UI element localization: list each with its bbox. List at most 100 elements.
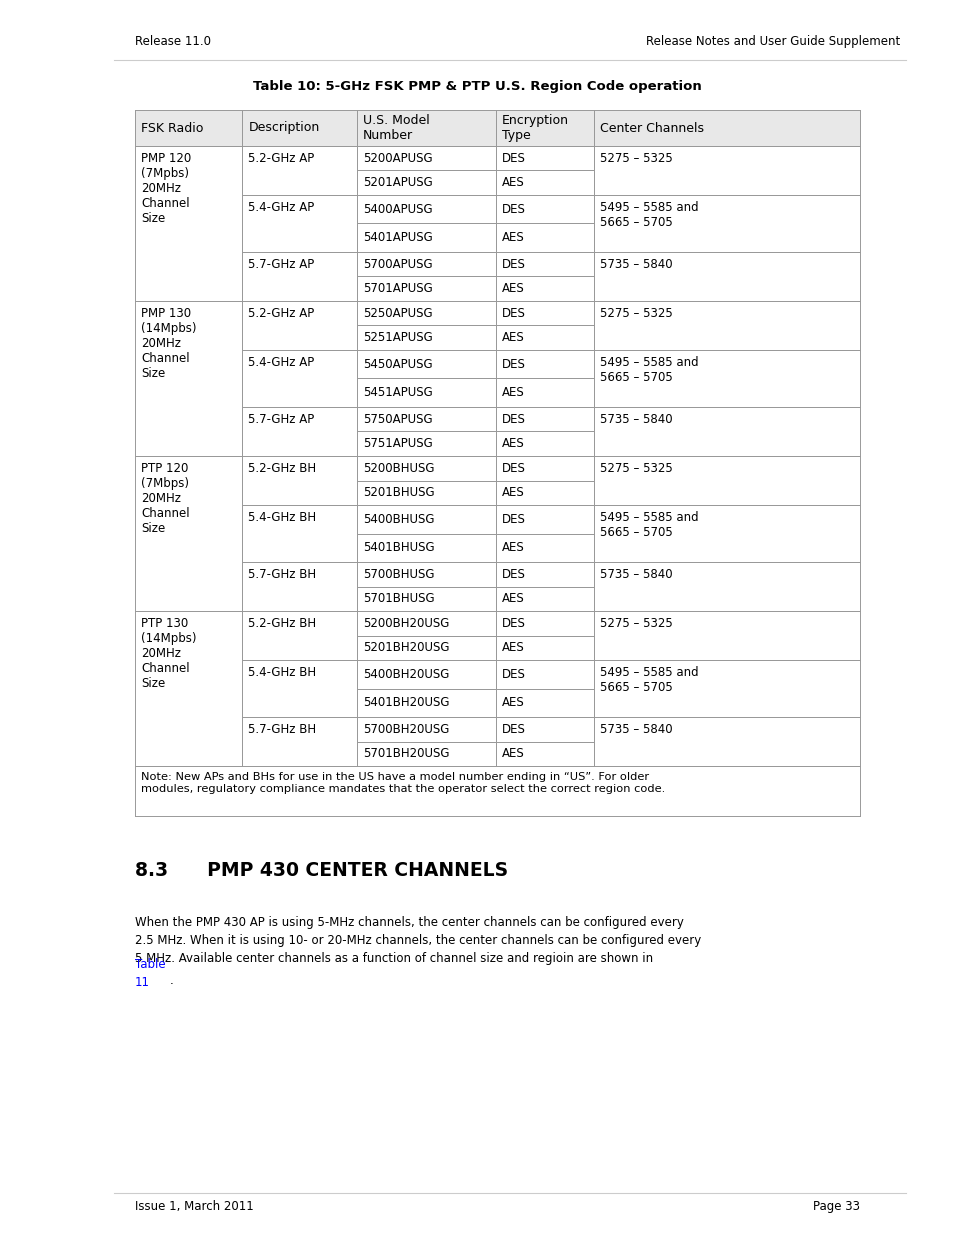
Bar <box>242 195 356 252</box>
Bar <box>594 456 859 505</box>
Text: DES: DES <box>501 203 525 216</box>
Bar <box>496 408 594 431</box>
Bar <box>594 505 859 562</box>
Bar <box>356 741 496 766</box>
Bar <box>496 611 594 636</box>
Bar <box>356 408 496 431</box>
Text: 5495 – 5585 and
5665 – 5705: 5495 – 5585 and 5665 – 5705 <box>599 356 698 384</box>
Bar <box>496 110 594 146</box>
Text: 5200BHUSG: 5200BHUSG <box>362 462 434 474</box>
Text: DES: DES <box>501 722 525 736</box>
Bar <box>242 110 356 146</box>
Text: 5275 – 5325: 5275 – 5325 <box>599 462 672 475</box>
Text: 5401APUSG: 5401APUSG <box>362 231 432 245</box>
Bar <box>356 110 496 146</box>
Text: AES: AES <box>501 747 524 761</box>
Text: 5735 – 5840: 5735 – 5840 <box>599 568 672 580</box>
Bar <box>242 562 356 611</box>
Text: 5750APUSG: 5750APUSG <box>362 412 432 426</box>
Bar <box>356 326 496 350</box>
Bar <box>496 252 594 277</box>
Bar <box>496 688 594 718</box>
Text: 5275 – 5325: 5275 – 5325 <box>599 152 672 165</box>
Bar <box>356 534 496 562</box>
Bar <box>594 301 859 350</box>
Bar <box>356 170 496 195</box>
Text: 5735 – 5840: 5735 – 5840 <box>599 412 672 426</box>
Bar <box>356 195 496 224</box>
Text: 5450APUSG: 5450APUSG <box>362 358 432 370</box>
Bar <box>356 378 496 408</box>
Bar <box>242 456 356 505</box>
Text: 5400APUSG: 5400APUSG <box>362 203 432 216</box>
Text: 5.2-GHz BH: 5.2-GHz BH <box>248 618 316 630</box>
Text: AES: AES <box>501 231 524 245</box>
Text: Table 10: 5-GHz FSK PMP & PTP U.S. Region Code operation: Table 10: 5-GHz FSK PMP & PTP U.S. Regio… <box>253 80 700 93</box>
Bar <box>242 408 356 456</box>
Text: Note: New APs and BHs for use in the US have a model number ending in “US”. For : Note: New APs and BHs for use in the US … <box>141 772 664 794</box>
Bar <box>594 562 859 611</box>
Bar <box>594 659 859 718</box>
Bar <box>496 301 594 326</box>
Bar <box>356 146 496 170</box>
Text: 5250APUSG: 5250APUSG <box>362 306 432 320</box>
Text: PTP 130
(14Mpbs)
20MHz
Channel
Size: PTP 130 (14Mpbs) 20MHz Channel Size <box>141 618 196 690</box>
Text: AES: AES <box>501 487 524 499</box>
Text: 5701APUSG: 5701APUSG <box>362 283 432 295</box>
Bar <box>356 562 496 587</box>
Bar <box>496 224 594 252</box>
Bar <box>242 252 356 301</box>
Text: Release Notes and User Guide Supplement: Release Notes and User Guide Supplement <box>645 35 899 48</box>
Text: DES: DES <box>501 358 525 370</box>
Text: 5495 – 5585 and
5665 – 5705: 5495 – 5585 and 5665 – 5705 <box>599 201 698 228</box>
Text: 5700BHUSG: 5700BHUSG <box>362 568 434 580</box>
Bar <box>135 301 242 456</box>
Text: 5700APUSG: 5700APUSG <box>362 258 432 270</box>
Bar <box>356 505 496 534</box>
Text: AES: AES <box>501 697 524 709</box>
Bar <box>356 252 496 277</box>
Bar <box>496 659 594 688</box>
Bar <box>242 659 356 718</box>
Bar <box>496 534 594 562</box>
Text: Center Channels: Center Channels <box>599 121 703 135</box>
Bar <box>356 611 496 636</box>
Text: DES: DES <box>501 616 525 630</box>
Text: AES: AES <box>501 283 524 295</box>
Bar <box>496 562 594 587</box>
Text: 5701BHUSG: 5701BHUSG <box>362 593 434 605</box>
Text: DES: DES <box>501 412 525 426</box>
Bar <box>135 110 242 146</box>
Bar <box>356 659 496 688</box>
Text: DES: DES <box>501 306 525 320</box>
Bar <box>356 688 496 718</box>
Bar <box>356 224 496 252</box>
Text: AES: AES <box>501 387 524 399</box>
Bar <box>594 408 859 456</box>
Text: 5.2-GHz AP: 5.2-GHz AP <box>248 308 314 320</box>
Text: 5.2-GHz BH: 5.2-GHz BH <box>248 462 316 475</box>
Text: 5400BHUSG: 5400BHUSG <box>362 513 434 526</box>
Text: 5701BH20USG: 5701BH20USG <box>362 747 449 761</box>
Text: Release 11.0: Release 11.0 <box>135 35 211 48</box>
Text: 5275 – 5325: 5275 – 5325 <box>599 618 672 630</box>
Bar <box>496 587 594 611</box>
Text: 5.7-GHz BH: 5.7-GHz BH <box>248 722 316 736</box>
Bar <box>135 456 242 611</box>
Bar <box>356 431 496 456</box>
Bar <box>496 480 594 505</box>
Text: 5.4-GHz BH: 5.4-GHz BH <box>248 511 316 524</box>
Bar <box>356 480 496 505</box>
Bar <box>496 718 594 741</box>
Text: 5495 – 5585 and
5665 – 5705: 5495 – 5585 and 5665 – 5705 <box>599 666 698 694</box>
Bar <box>356 277 496 301</box>
Bar <box>496 636 594 659</box>
Text: 5735 – 5840: 5735 – 5840 <box>599 722 672 736</box>
Text: DES: DES <box>501 668 525 680</box>
Bar <box>135 146 242 301</box>
Text: Page 33: Page 33 <box>812 1200 859 1213</box>
Text: 5201APUSG: 5201APUSG <box>362 177 432 189</box>
Text: 5495 – 5585 and
5665 – 5705: 5495 – 5585 and 5665 – 5705 <box>599 511 698 538</box>
Text: 5735 – 5840: 5735 – 5840 <box>599 258 672 270</box>
Text: 8.3      PMP 430 CENTER CHANNELS: 8.3 PMP 430 CENTER CHANNELS <box>135 861 508 881</box>
